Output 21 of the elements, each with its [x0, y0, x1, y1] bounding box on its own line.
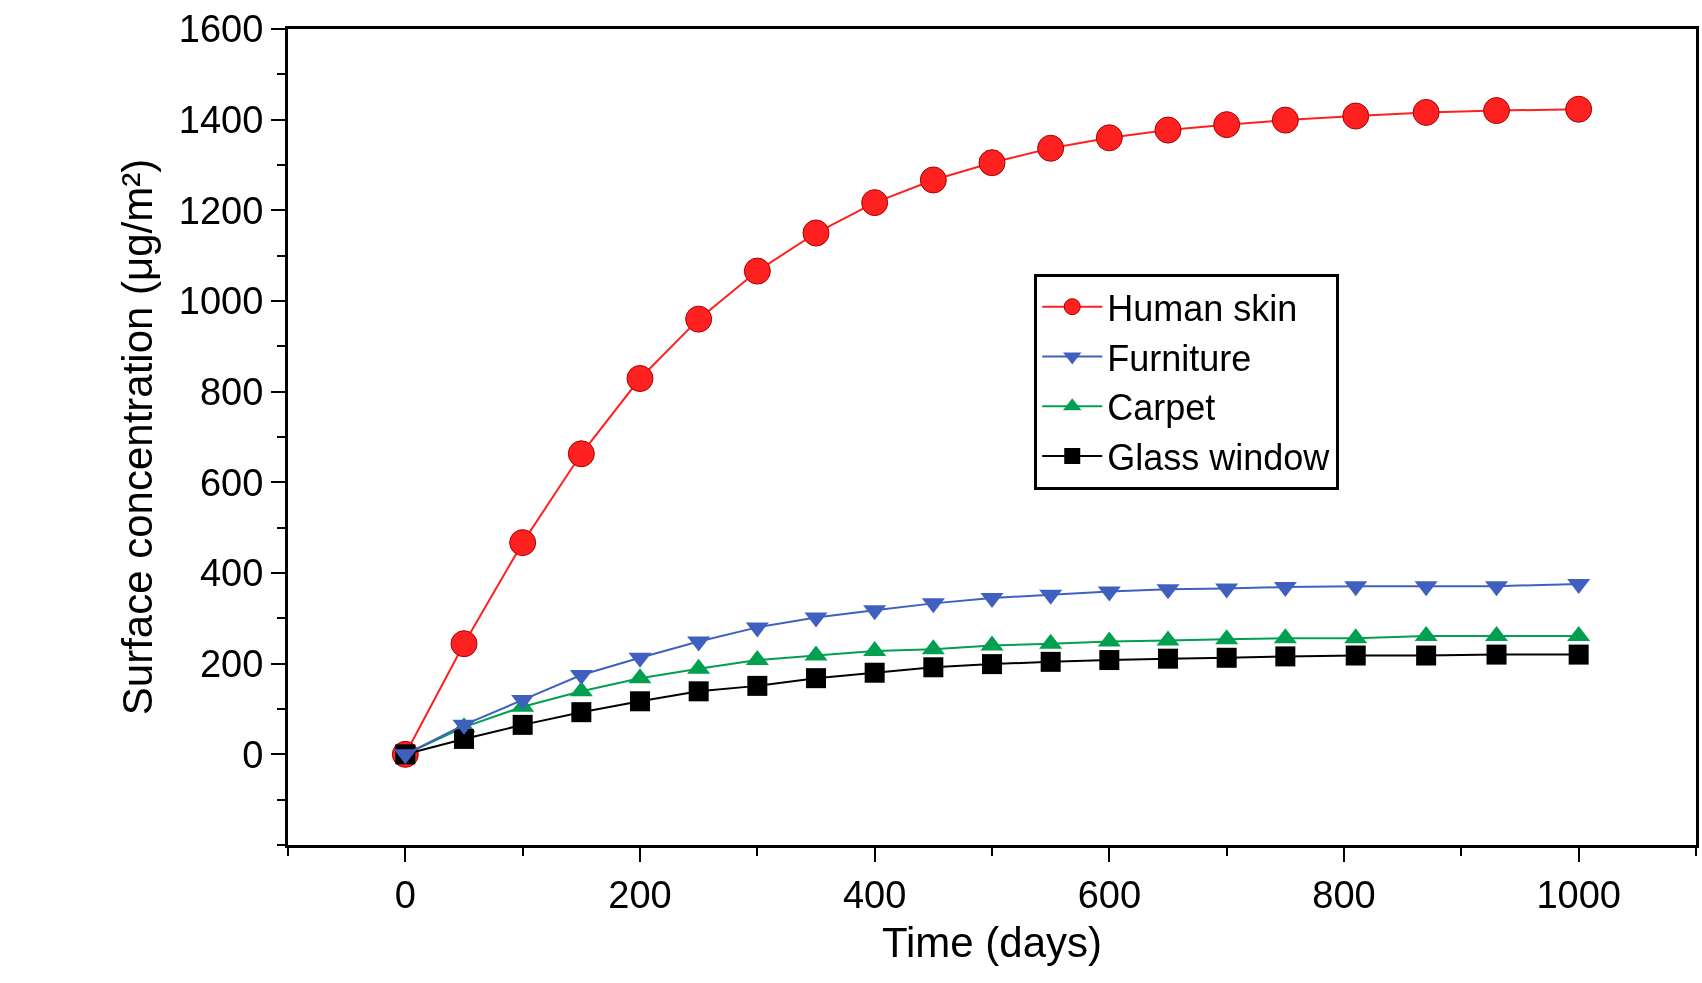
- y-tick-label: 1400: [178, 98, 264, 141]
- y-tick-label: 400: [199, 552, 264, 595]
- y-tick-label: 1000: [178, 280, 264, 323]
- legend-label: Human skin: [1107, 287, 1298, 329]
- y-tick-label: 600: [199, 461, 264, 504]
- legend-label: Glass window: [1107, 437, 1331, 479]
- x-tick-label: 800: [1312, 873, 1376, 916]
- x-tick-label: 400: [842, 873, 907, 916]
- x-tick-label: 200: [608, 873, 672, 916]
- y-tick-label: 800: [199, 370, 264, 413]
- y-axis-title: Surface concentration (μg/m²): [113, 158, 161, 716]
- x-tick-label: 0: [394, 873, 416, 916]
- x-tick-label: 600: [1077, 873, 1142, 916]
- y-tick-label: 1600: [178, 8, 264, 51]
- legend-label: Carpet: [1107, 387, 1216, 429]
- x-tick-label: 1000: [1536, 873, 1621, 916]
- y-tick-label: 200: [199, 642, 264, 685]
- y-tick-label: 1200: [178, 189, 264, 232]
- x-axis-title: Time (days): [881, 919, 1103, 967]
- legend-label: Furniture: [1107, 337, 1252, 379]
- y-tick-label: 0: [242, 733, 264, 776]
